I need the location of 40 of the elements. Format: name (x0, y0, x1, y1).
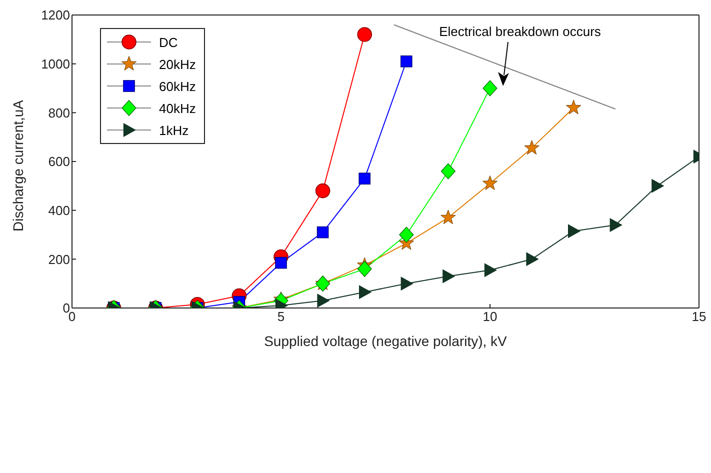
x-tick-label: 5 (277, 309, 285, 324)
point (359, 285, 372, 300)
legend-label: 60kHz (159, 78, 196, 94)
point (315, 183, 330, 198)
point (316, 226, 329, 238)
legend-label: DC (159, 34, 178, 50)
point (652, 178, 664, 193)
point (440, 163, 456, 180)
point (357, 260, 372, 277)
point (526, 252, 539, 266)
point (482, 176, 498, 190)
annotation: Electrical breakdown occurs (438, 24, 602, 39)
point (524, 140, 540, 155)
x-tick-label: 15 (692, 309, 706, 324)
y-tick-label: 200 (48, 252, 70, 267)
point (400, 276, 414, 291)
point (317, 294, 330, 308)
x-axis-title: Supplied voltage (negative polarity), kV (264, 333, 508, 349)
point (357, 27, 372, 42)
y-tick-label: 600 (48, 154, 70, 170)
point (275, 256, 287, 269)
point (400, 55, 412, 68)
x-tick-label: 10 (482, 309, 498, 324)
point (610, 218, 622, 232)
point (358, 172, 370, 184)
point (484, 263, 497, 278)
point (566, 100, 582, 114)
point (442, 269, 456, 284)
point (568, 224, 581, 238)
y-axis-title: Discharge current,uA (10, 99, 26, 232)
legend-label: 1kHz (159, 122, 189, 138)
y-tick-label: 400 (48, 202, 70, 218)
y-tick-label: 800 (48, 105, 70, 120)
point (440, 210, 456, 224)
legend-label: 20kHz (159, 56, 196, 72)
point (399, 226, 414, 243)
point (482, 80, 498, 96)
y-tick-label: 1200 (41, 8, 70, 23)
y-tick-label: 1000 (41, 56, 70, 72)
legend-label: 40kHz (159, 100, 196, 116)
